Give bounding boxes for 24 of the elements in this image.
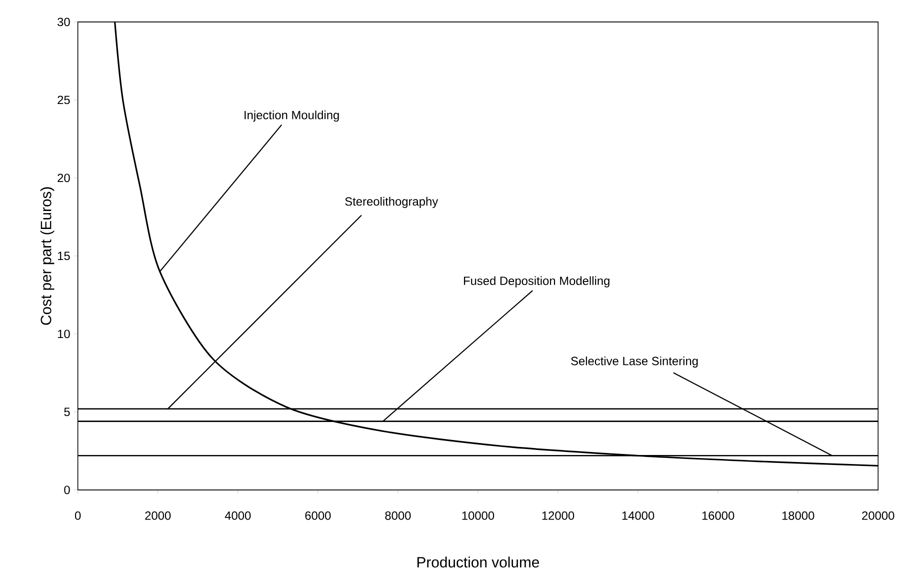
x-tick-label: 4000 [224,512,251,520]
x-axis-title: Production volume [417,556,540,568]
x-tick-label: 20000 [862,512,894,520]
x-tick-label: 6000 [305,512,331,520]
annotation: Stereolithography [345,197,438,208]
y-tick-label: 0 [64,486,70,494]
y-axis-title: Cost per part (Euros) [40,187,54,325]
y-tick-label: 25 [58,96,70,104]
x-tick-label: 2000 [145,512,171,520]
annotation: Injection Moulding [244,110,339,122]
y-tick-label: 10 [58,330,70,338]
y-tick-label: 5 [64,408,70,416]
y-tick-label: 30 [58,18,70,26]
x-tick-label: 14000 [622,512,654,520]
y-tick-label: 20 [58,174,70,182]
x-tick-label: 10000 [462,512,494,520]
x-tick-label: 18000 [782,512,814,520]
x-tick-label: 12000 [542,512,574,520]
y-tick-label: 15 [58,252,70,260]
x-tick-label: 8000 [385,512,411,520]
x-tick-label: 0 [74,512,81,520]
annotation: Fused Deposition Modelling [464,276,610,288]
x-tick-label: 16000 [702,512,734,520]
annotation: Selective Lase Sintering [571,356,698,368]
